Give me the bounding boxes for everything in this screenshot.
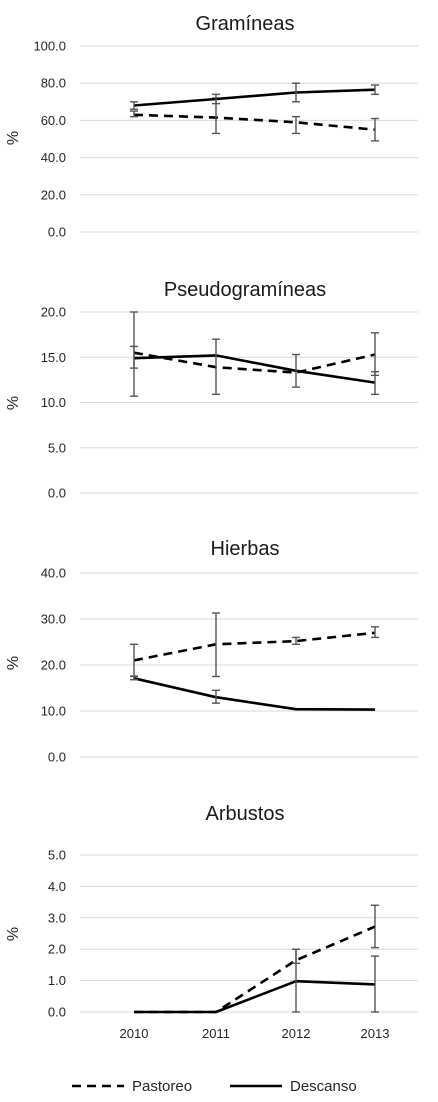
y-tick-label: 0.0 <box>48 225 66 240</box>
series-line-pastoreo <box>133 351 376 374</box>
x-tick-label: 2013 <box>361 1026 390 1041</box>
chart-panel-2: Pseudogramíneas% 20.0 15.0 10.0 5.0 0.0 <box>5 279 418 501</box>
y-axis-label: % <box>5 396 22 410</box>
y-tick-label: 30.0 <box>41 612 66 627</box>
chart-panel-1: Gramíneas% 100.0 80.0 60.0 40.0 20.0 0.0 <box>5 13 418 240</box>
y-tick-label: 60.0 <box>41 113 66 128</box>
panel-title: Arbustos <box>206 803 285 825</box>
series-line-pastoreo <box>134 925 376 1014</box>
panel-title: Gramíneas <box>196 13 295 35</box>
y-tick-label: 4.0 <box>48 879 66 894</box>
series-line-descanso <box>133 88 376 107</box>
y-tick-label: 20.0 <box>41 187 66 202</box>
chart-panel-3: Hierbas% 40.0 30.0 20.0 10.0 0.0 <box>5 538 418 765</box>
y-tick-label: 3.0 <box>48 910 66 925</box>
y-tick-label: 5.0 <box>48 440 66 455</box>
panel-title: Hierbas <box>211 538 280 560</box>
y-tick-label: 40.0 <box>41 150 66 165</box>
y-tick-label: 15.0 <box>41 350 66 365</box>
x-tick-label: 2012 <box>282 1026 311 1041</box>
y-tick-label: 40.0 <box>41 566 66 581</box>
panel-title: Pseudogramíneas <box>164 279 326 301</box>
y-axis-label: % <box>5 131 22 145</box>
y-tick-label: 100.0 <box>33 39 66 54</box>
legend-label: Pastoreo <box>132 1078 192 1095</box>
legend: Pastoreo Descanso <box>72 1078 357 1095</box>
y-tick-label: 0.0 <box>48 1005 66 1020</box>
y-axis-label: % <box>5 927 22 941</box>
legend-label: Descanso <box>290 1078 357 1095</box>
x-tick-label: 2011 <box>202 1026 230 1041</box>
y-tick-label: 10.0 <box>41 704 66 719</box>
y-tick-label: 10.0 <box>41 395 66 410</box>
y-tick-label: 0.0 <box>48 486 66 501</box>
chart-panel-4: Arbustos% 5.0 4.0 3.0 2.0 1.0 0.0 2010 2011 2012 2… <box>5 803 418 1041</box>
y-axis-label: % <box>5 656 22 670</box>
y-tick-label: 20.0 <box>41 305 66 320</box>
y-tick-label: 0.0 <box>48 750 66 765</box>
y-tick-label: 5.0 <box>48 848 66 863</box>
series-line-descanso <box>134 979 376 1014</box>
x-tick-label: 2010 <box>120 1026 149 1041</box>
series-line-pastoreo <box>133 113 376 131</box>
series-line-descanso <box>133 354 376 384</box>
y-tick-label: 80.0 <box>41 76 66 91</box>
series-line-descanso <box>133 677 376 711</box>
series-line-pastoreo <box>133 631 376 662</box>
y-tick-label: 2.0 <box>48 942 66 957</box>
y-tick-label: 1.0 <box>48 973 66 988</box>
y-tick-label: 20.0 <box>41 658 66 673</box>
